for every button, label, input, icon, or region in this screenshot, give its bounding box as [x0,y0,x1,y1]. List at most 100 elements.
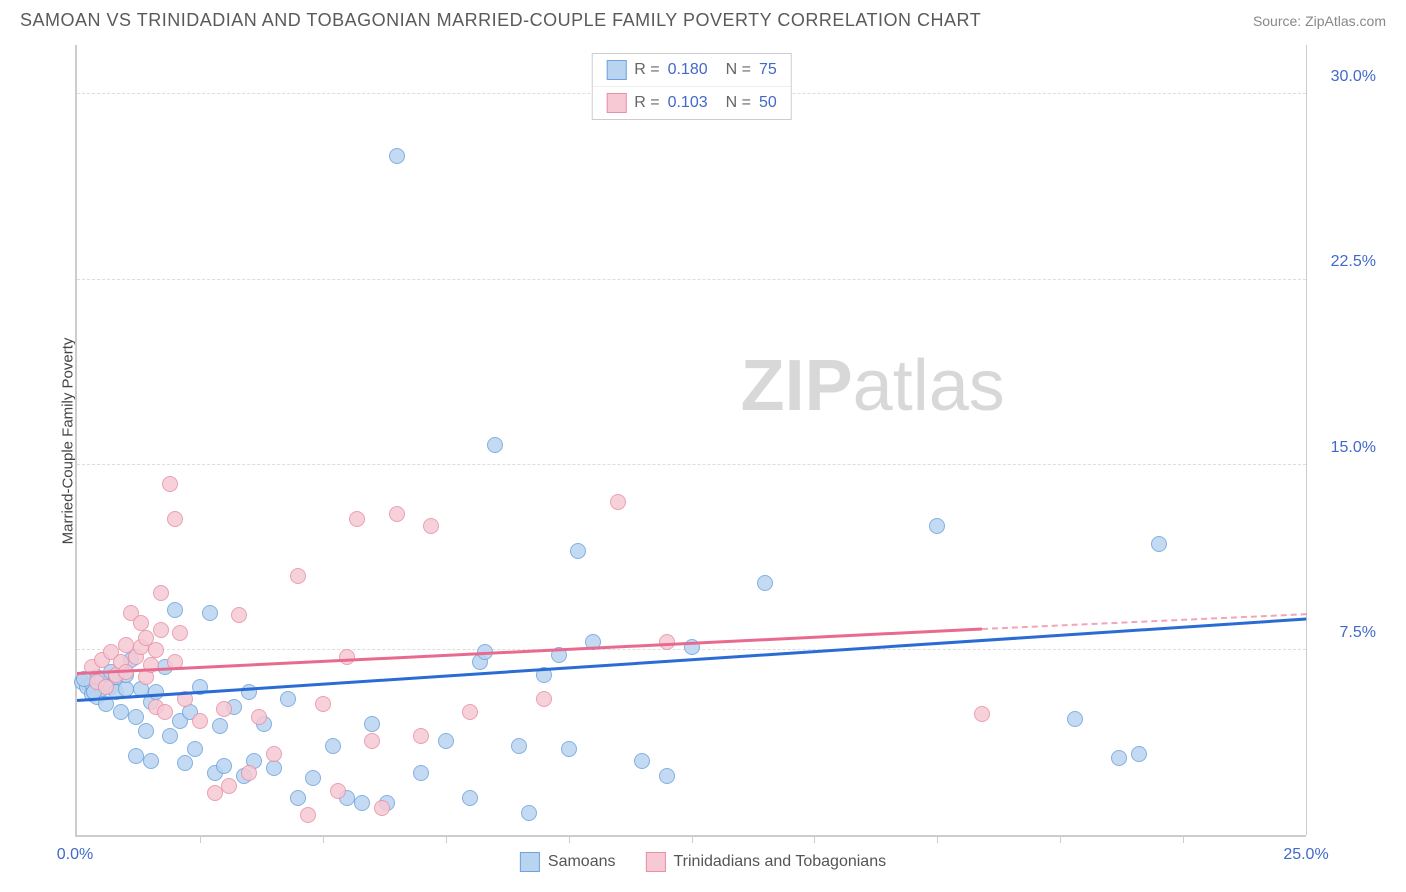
data-point [536,691,552,707]
data-point [192,713,208,729]
data-point [413,765,429,781]
data-point [290,568,306,584]
data-point [153,622,169,638]
y-axis-label: Married-Couple Family Poverty [60,338,77,545]
data-point [610,494,626,510]
data-point [305,770,321,786]
chart-area: Married-Couple Family Poverty ZIPatlas R… [50,45,1386,837]
x-tick [692,835,693,843]
data-point [339,649,355,665]
data-point [561,741,577,757]
data-point [389,506,405,522]
x-tick [569,835,570,843]
data-point [929,518,945,534]
data-point [974,706,990,722]
data-point [280,691,296,707]
data-point [216,701,232,717]
data-point [364,733,380,749]
data-point [659,768,675,784]
data-point [221,778,237,794]
data-point [634,753,650,769]
y-tick-label: 7.5% [1340,624,1376,642]
series-legend: Samoans Trinidadians and Tobagonians [520,852,886,872]
gridline-v [1306,45,1307,835]
data-point [143,753,159,769]
data-point [212,718,228,734]
legend-swatch [606,60,626,80]
n-label: N = [726,61,751,79]
gridline-h [77,464,1306,465]
data-point [216,758,232,774]
n-value: 75 [759,61,777,79]
x-tick [200,835,201,843]
data-point [113,704,129,720]
data-point [167,602,183,618]
legend-swatch [520,852,540,872]
data-point [462,704,478,720]
data-point [330,783,346,799]
x-tick [1060,835,1061,843]
data-point [241,765,257,781]
x-tick [1183,835,1184,843]
x-tick [446,835,447,843]
y-tick-label: 30.0% [1331,68,1376,86]
r-label: R = [634,61,659,79]
trend-line [77,628,982,675]
data-point [1111,750,1127,766]
stats-legend-row: R = 0.103 N = 50 [592,86,791,119]
data-point [148,642,164,658]
data-point [1131,746,1147,762]
x-tick [937,835,938,843]
stats-legend-row: R = 0.180 N = 75 [592,54,791,86]
data-point [148,684,164,700]
scatter-plot: ZIPatlas R = 0.180 N = 75 R = 0.103 N = 50 [75,45,1306,837]
data-point [438,733,454,749]
x-tick [323,835,324,843]
data-point [157,704,173,720]
data-point [487,437,503,453]
r-label: R = [634,94,659,112]
data-point [231,607,247,623]
data-point [167,511,183,527]
x-tick-label: 0.0% [57,846,93,864]
data-point [128,709,144,725]
data-point [153,585,169,601]
legend-label: Samoans [548,853,616,871]
data-point [266,746,282,762]
data-point [325,738,341,754]
x-tick-label: 25.0% [1283,846,1328,864]
data-point [207,785,223,801]
data-point [300,807,316,823]
data-point [187,741,203,757]
data-point [511,738,527,754]
data-point [374,800,390,816]
r-value: 0.103 [668,94,708,112]
legend-swatch [645,852,665,872]
chart-title: SAMOAN VS TRINIDADIAN AND TOBAGONIAN MAR… [20,10,981,31]
data-point [349,511,365,527]
data-point [389,148,405,164]
data-point [757,575,773,591]
data-point [413,728,429,744]
legend-swatch [606,93,626,113]
r-value: 0.180 [668,61,708,79]
y-tick-label: 22.5% [1331,253,1376,271]
watermark: ZIPatlas [741,345,1005,427]
data-point [570,543,586,559]
n-value: 50 [759,94,777,112]
legend-item: Trinidadians and Tobagonians [645,852,886,872]
data-point [290,790,306,806]
legend-item: Samoans [520,852,616,872]
data-point [138,723,154,739]
source-attribution: Source: ZipAtlas.com [1253,13,1386,29]
data-point [128,748,144,764]
chart-header: SAMOAN VS TRINIDADIAN AND TOBAGONIAN MAR… [0,0,1406,36]
data-point [1151,536,1167,552]
x-tick [814,835,815,843]
data-point [423,518,439,534]
data-point [462,790,478,806]
n-label: N = [726,94,751,112]
data-point [202,605,218,621]
data-point [315,696,331,712]
legend-label: Trinidadians and Tobagonians [673,853,886,871]
